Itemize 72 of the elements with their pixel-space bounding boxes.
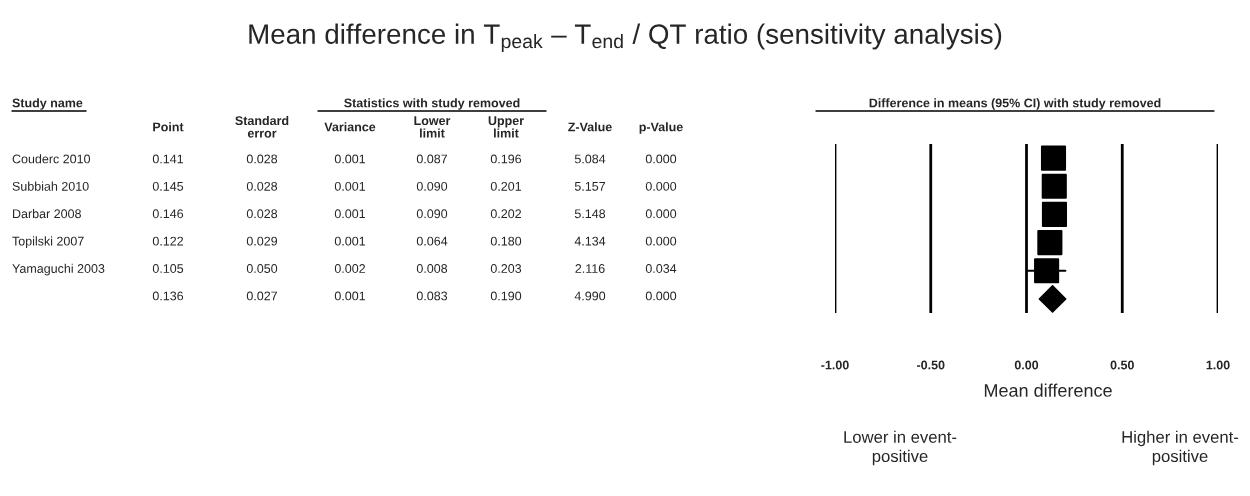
text: 0.000 [645, 209, 677, 219]
x-tick-label: 1.00 [1206, 360, 1230, 370]
point [1040, 145, 1067, 171]
text: 0.202 [490, 209, 522, 219]
x-tick-label: 0.00 [1014, 360, 1039, 370]
point [1034, 258, 1060, 284]
x-tick-label: -0.50 [916, 360, 945, 370]
text: 0.001 [334, 209, 366, 219]
text: 0.001 [334, 181, 366, 191]
text: 2.116 [575, 264, 605, 273]
category-label: Point [153, 122, 184, 132]
text: 0.028 [246, 209, 278, 219]
text: 0.028 [246, 181, 278, 191]
text: 0.002 [334, 264, 366, 273]
text: 0.034 [645, 264, 677, 273]
point [1037, 230, 1063, 256]
text: Mean difference in T$_{peak}$ – T$_{end}$ / QT ratio (sensitivity analysis) [249, 23, 1002, 53]
text: 0.146 [152, 209, 184, 219]
x-tick-label: -1.00 [821, 360, 849, 370]
text: 0.029 [246, 236, 278, 246]
text: 0.136 [152, 291, 184, 301]
x-axis-title: Mean difference [984, 383, 1112, 397]
text: 0.001 [334, 154, 366, 164]
chart-title: Difference in means (95% CI) with study removed [869, 98, 1161, 110]
text: 0.001 [334, 236, 366, 246]
category-label: Z-Value [568, 122, 612, 132]
category-label: Couderc 2010 [12, 154, 91, 164]
text: 0.064 [416, 236, 448, 246]
text: 4.134 [574, 236, 606, 246]
text: 0.090 [416, 181, 448, 191]
x-tick-label: 0.50 [1110, 360, 1134, 370]
text: 0.000 [645, 236, 677, 246]
text: 0.000 [645, 154, 677, 164]
category-label: Yamaguchi 2003 [12, 263, 105, 276]
point [1041, 201, 1068, 227]
text: 0.000 [645, 181, 677, 191]
text: 0.090 [416, 209, 448, 219]
text: 5.148 [574, 209, 606, 219]
category-label: Subbiah 2010 [12, 181, 89, 191]
text: Higher in event- positive [1122, 430, 1239, 466]
category-label: Topilski 2007 [12, 236, 84, 249]
text: 0.105 [152, 264, 184, 273]
text: 0.000 [645, 291, 677, 301]
text: 5.157 [574, 182, 606, 191]
text: Lower in event- positive [844, 430, 957, 466]
text: 0.201 [490, 181, 522, 191]
text: 0.122 [152, 236, 184, 246]
category-label: Standard error [235, 115, 289, 138]
text: 4.990 [574, 291, 606, 301]
point [1041, 173, 1067, 199]
category-label: Variance [324, 122, 376, 132]
text: 0.083 [416, 291, 448, 301]
text: 0.008 [416, 264, 448, 273]
text: 0.087 [416, 154, 448, 164]
text: 0.180 [490, 236, 522, 246]
text: 0.196 [490, 154, 522, 164]
point [1038, 284, 1067, 313]
text: 0.141 [152, 154, 184, 164]
category-label: p-Value [639, 122, 683, 134]
category-label: Lower limit [414, 116, 451, 138]
text: Statistics with study removed [344, 98, 520, 110]
text: 0.001 [334, 291, 366, 301]
category-label: Darbar 2008 [13, 208, 81, 219]
text: 0.028 [246, 154, 278, 164]
text: 0.203 [490, 264, 522, 273]
text: 0.050 [246, 264, 278, 273]
text: Study name [12, 98, 83, 110]
text: 5.084 [574, 154, 606, 164]
category-label: Upper limit [488, 116, 524, 138]
text: 0.027 [246, 291, 278, 301]
text: 0.145 [152, 181, 184, 191]
text: 0.190 [490, 291, 522, 301]
